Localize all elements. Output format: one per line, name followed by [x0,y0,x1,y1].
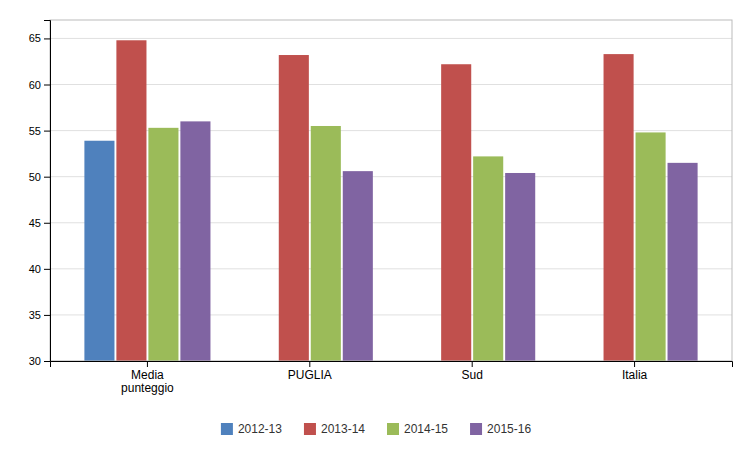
plot-frame [50,20,732,361]
tick-label: 50 [29,171,41,183]
bar [473,156,503,361]
legend-swatch [221,423,233,435]
tick: 40 [29,263,50,275]
tick-label: Sud [462,368,483,382]
x-axis: Mediapunteggio PUGLIA Sud Italia [51,361,733,395]
bar [668,163,698,361]
bar [180,121,210,361]
tick-mark [472,361,473,367]
axis-line [44,21,51,362]
tick: 50 [29,171,50,183]
bar [84,141,114,361]
tick-mark [44,177,50,178]
tick: 65 [29,32,50,44]
tick-label-line: Media [131,368,164,382]
bar [148,128,178,361]
tick-label-line: Sud [462,368,483,382]
tick-label-line: punteggio [121,381,174,395]
legend-item: 2015-16 [470,422,531,436]
bar-series [180,121,697,361]
tick-label: 45 [29,217,41,229]
legend-label: 2014-15 [404,422,448,436]
tick: Sud [462,361,483,382]
tick: 45 [29,217,50,229]
legend: 2012-13 2013-14 2014-15 2015-16 [221,422,532,436]
legend-label: 2015-16 [487,422,531,436]
tick-label: PUGLIA [288,368,332,382]
chart: 30 35 40 45 50 55 60 65 Mediapunteggio PUGLIA Sud I… [0,0,752,451]
tick-label: Italia [622,368,648,382]
tick: 55 [29,125,50,137]
bar [441,64,471,361]
bar [279,55,309,361]
bar-series [116,40,633,361]
tick-label: 55 [29,125,41,137]
bar-series [148,126,665,361]
tick-label-line: PUGLIA [288,368,332,382]
tick-label: 60 [29,79,41,91]
tick-mark [44,361,50,362]
tick-mark [147,361,148,367]
legend-swatch [470,423,482,435]
grid [50,38,732,361]
bar [604,54,634,361]
bars [84,40,697,361]
tick-mark [44,85,50,86]
bar [311,126,341,361]
tick-mark [44,269,50,270]
legend-swatch [304,423,316,435]
tick-mark [309,361,310,367]
tick-mark [634,361,635,367]
tick-mark [44,38,50,39]
bar [116,40,146,361]
bar [505,173,535,361]
legend-label: 2013-14 [321,422,365,436]
legend-label: 2012-13 [238,422,282,436]
plot: 30 35 40 45 50 55 60 65 Mediapunteggio PUGLIA Sud I… [29,20,733,395]
tick: Italia [622,361,648,382]
bar-series [84,141,114,361]
tick: 30 [29,355,50,367]
tick: Mediapunteggio [121,361,174,395]
tick: PUGLIA [288,361,332,382]
tick-label-line: Italia [622,368,648,382]
tick-label: 65 [29,32,41,44]
tick-mark [44,315,50,316]
tick: 35 [29,309,50,321]
axis-line [51,362,733,368]
tick: 60 [29,79,50,91]
y-axis: 30 35 40 45 50 55 60 65 [29,21,51,368]
tick-mark [44,131,50,132]
grid-line [50,38,732,39]
tick-label: Mediapunteggio [121,368,174,396]
tick-mark [44,223,50,224]
tick-label: 30 [29,355,41,367]
legend-item: 2012-13 [221,422,282,436]
legend-swatch [387,423,399,435]
legend-item: 2014-15 [387,422,448,436]
bar [636,132,666,361]
bar [343,171,373,361]
tick-label: 40 [29,263,41,275]
legend-item: 2013-14 [304,422,365,436]
tick-label: 35 [29,309,41,321]
